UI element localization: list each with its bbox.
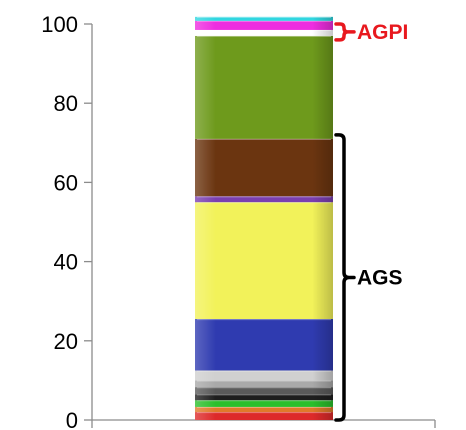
bar-segment-shade: [195, 400, 333, 407]
bar-segment-shade: [195, 406, 333, 413]
bar-segment-shade: [195, 196, 333, 203]
annotation-label-ags: AGS: [357, 266, 403, 289]
annotations: AGPI AGS: [334, 21, 408, 422]
bracket-ags: [334, 133, 356, 422]
bar-segment-shade: [195, 16, 333, 21]
y-tick-label: 40: [54, 250, 78, 275]
y-tick-label: 20: [54, 329, 78, 354]
bar-segment-shade: [195, 319, 333, 371]
annotation-label-agpi: AGPI: [357, 21, 408, 44]
bar-segment-shade: [195, 370, 333, 381]
y-tick-label: 100: [41, 12, 78, 37]
y-ticks: 0 20 40 60 80 100: [41, 12, 92, 430]
bar-segment-shade: [195, 29, 333, 36]
bracket-agpi: [334, 22, 356, 42]
bar-segment-shade: [195, 412, 333, 420]
bar-segment-shade: [195, 387, 333, 395]
y-tick-label: 0: [66, 408, 78, 430]
bar-segment-shade: [195, 202, 333, 320]
bar-segment-shade: [195, 138, 333, 197]
bar-segment-shade: [195, 35, 333, 139]
stacked-bar: [195, 16, 333, 420]
y-tick-label: 60: [54, 170, 78, 195]
bar-segment-shade: [195, 380, 333, 388]
y-tick-label: 80: [54, 91, 78, 116]
bar-segment-shade: [195, 20, 333, 30]
bar-segment-shade: [195, 394, 333, 401]
